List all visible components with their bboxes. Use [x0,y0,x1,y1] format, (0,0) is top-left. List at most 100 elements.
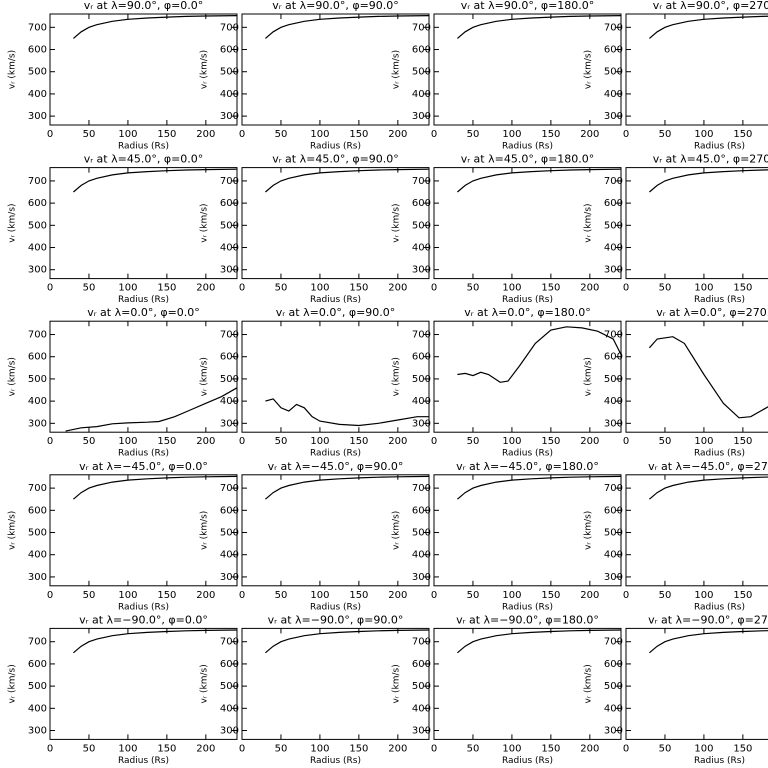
y-tick-label: 700 [604,22,623,33]
y-axis-label: vᵣ (km/s) [392,50,402,89]
y-axis-label: vᵣ (km/s) [200,50,210,89]
x-tick-label: 100 [694,590,713,601]
x-axis-label: Radius (Rs) [502,756,553,766]
x-tick-label: 100 [118,590,137,601]
plot-frame [625,320,768,433]
y-tick-label: 700 [604,483,623,494]
x-axis-label: Radius (Rs) [310,756,361,766]
x-tick-label: 0 [623,743,629,754]
x-axis-label: Radius (Rs) [118,602,169,612]
x-tick-label: 100 [310,743,329,754]
y-tick-label: 700 [604,330,623,341]
y-tick-label: 500 [412,528,431,539]
y-tick-label: 400 [220,550,239,561]
chart-title: vᵣ at λ=0.0°, φ=0.0° [87,306,200,319]
y-tick-label: 600 [412,505,431,516]
y-tick-label: 400 [28,396,47,407]
x-tick-label: 100 [502,129,521,140]
x-tick-label: 200 [196,129,215,140]
y-tick-label: 300 [412,111,431,122]
x-tick-label: 150 [349,590,368,601]
chart-title: vᵣ at λ=45.0°, φ=180.0° [461,153,595,166]
x-tick-label: 100 [310,436,329,447]
x-axis-label: Radius (Rs) [694,756,745,766]
x-axis-label: Radius (Rs) [502,602,553,612]
x-tick-label: 150 [733,743,752,754]
x-tick-label: 50 [275,743,288,754]
y-tick-label: 500 [412,374,431,385]
plot-frame [433,627,622,740]
y-tick-label: 500 [412,220,431,231]
plot-frame [241,474,430,587]
y-tick-label: 700 [220,330,239,341]
y-tick-label: 400 [28,89,47,100]
chart-title: vᵣ at λ=−45.0°, φ=0.0° [79,460,208,473]
y-tick-label: 300 [220,726,239,737]
y-tick-label: 600 [28,659,47,670]
y-tick-label: 400 [412,396,431,407]
x-tick-label: 0 [431,283,437,294]
plot-frame [625,13,768,126]
x-tick-label: 200 [580,436,599,447]
x-axis-label: Radius (Rs) [502,295,553,305]
chart-title: vᵣ at λ=45.0°, φ=270.0° [653,153,768,166]
data-line [265,629,430,654]
y-tick-label: 400 [604,243,623,254]
x-tick-label: 100 [502,743,521,754]
y-tick-label: 600 [604,352,623,363]
plot-frame [49,320,238,433]
y-axis-label: vᵣ (km/s) [8,203,18,242]
x-tick-label: 100 [694,436,713,447]
x-axis-label: Radius (Rs) [118,142,169,152]
y-tick-label: 400 [28,243,47,254]
x-tick-label: 50 [275,590,288,601]
y-tick-label: 500 [604,220,623,231]
y-tick-label: 600 [220,352,239,363]
y-tick-label: 300 [28,572,47,583]
y-tick-label: 400 [220,243,239,254]
y-tick-label: 400 [412,550,431,561]
y-tick-label: 500 [28,67,47,78]
chart-title: vᵣ at λ=0.0°, φ=180.0° [464,306,591,319]
plot-frame [241,167,430,280]
x-tick-label: 100 [694,129,713,140]
x-tick-label: 0 [623,436,629,447]
y-tick-label: 400 [28,550,47,561]
x-axis-label: Radius (Rs) [118,295,169,305]
y-tick-label: 300 [412,265,431,276]
y-tick-label: 500 [604,374,623,385]
x-tick-label: 50 [83,436,96,447]
x-tick-label: 0 [47,436,53,447]
y-tick-label: 300 [412,726,431,737]
x-tick-label: 50 [659,436,672,447]
y-tick-label: 700 [28,330,47,341]
x-tick-label: 200 [580,743,599,754]
plot-frame [433,320,622,433]
y-axis-label: vᵣ (km/s) [584,50,594,89]
y-tick-label: 400 [220,396,239,407]
x-tick-label: 200 [388,743,407,754]
data-line [648,336,768,419]
y-tick-label: 700 [220,637,239,648]
x-tick-label: 0 [239,590,245,601]
x-tick-label: 0 [431,743,437,754]
x-tick-label: 150 [733,590,752,601]
x-tick-label: 50 [467,743,480,754]
y-tick-label: 700 [412,22,431,33]
x-axis-label: Radius (Rs) [502,142,553,152]
chart-title: vᵣ at λ=90.0°, φ=270.0° [653,0,768,12]
y-tick-label: 700 [220,22,239,33]
x-tick-label: 0 [47,129,53,140]
x-axis-label: Radius (Rs) [118,449,169,459]
y-tick-label: 300 [604,265,623,276]
plot-frame [49,627,238,740]
chart-title: vᵣ at λ=90.0°, φ=0.0° [84,0,204,12]
data-line [265,398,429,427]
data-line [457,326,622,383]
x-tick-label: 150 [157,436,176,447]
x-tick-label: 150 [349,436,368,447]
x-tick-label: 50 [467,283,480,294]
y-tick-label: 500 [28,528,47,539]
y-tick-label: 400 [28,703,47,714]
y-tick-label: 400 [604,89,623,100]
